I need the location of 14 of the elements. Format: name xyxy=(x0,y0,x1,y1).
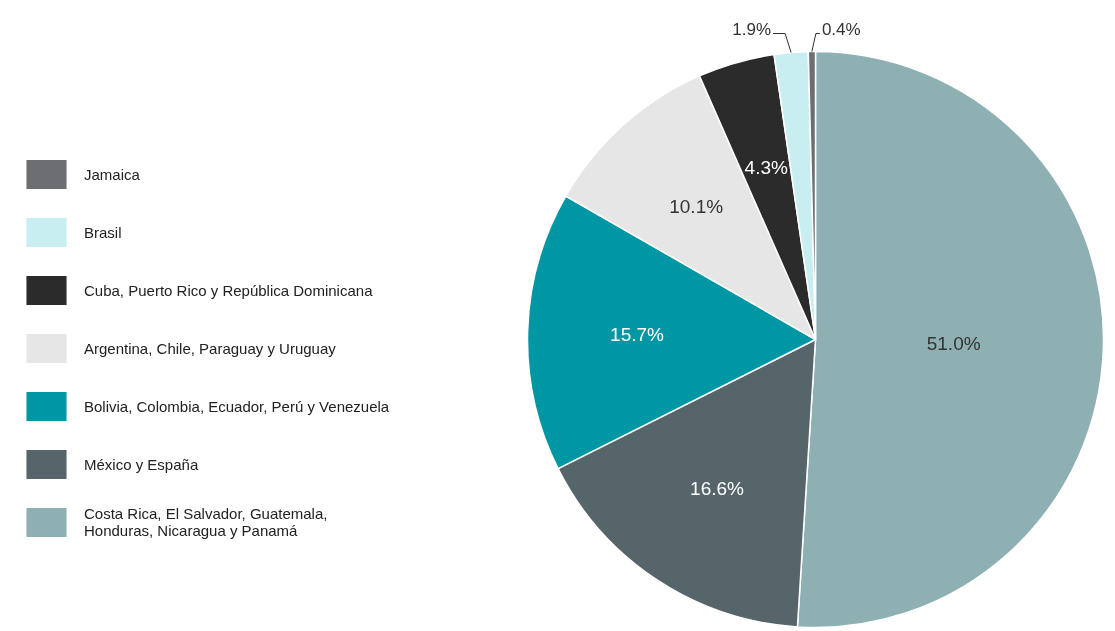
data-label: 1.9% xyxy=(732,20,772,39)
legend-label: Bolivia, Colombia, Ecuador, Perú y Venezuela xyxy=(84,396,390,417)
data-label: 51.0% xyxy=(926,333,981,355)
legend-label: Brasil xyxy=(84,222,122,243)
legend-label: Argentina, Chile, Paraguay y Uruguay xyxy=(84,338,336,359)
data-label: 0.4% xyxy=(821,20,861,39)
legend-label: México y España xyxy=(84,454,199,475)
legend-label: Jamaica xyxy=(84,164,140,185)
data-label: 16.6% xyxy=(690,477,745,499)
legend-label: Cuba, Puerto Rico y República Dominicana xyxy=(84,280,373,301)
data-label: 10.1% xyxy=(669,196,724,218)
legend-label: Costa Rica, El Salvador, Guatemala, Honduras, Nicaragua y Panamá xyxy=(84,504,328,541)
data-label: 4.3% xyxy=(744,157,788,179)
data-label: 15.7% xyxy=(610,323,665,345)
